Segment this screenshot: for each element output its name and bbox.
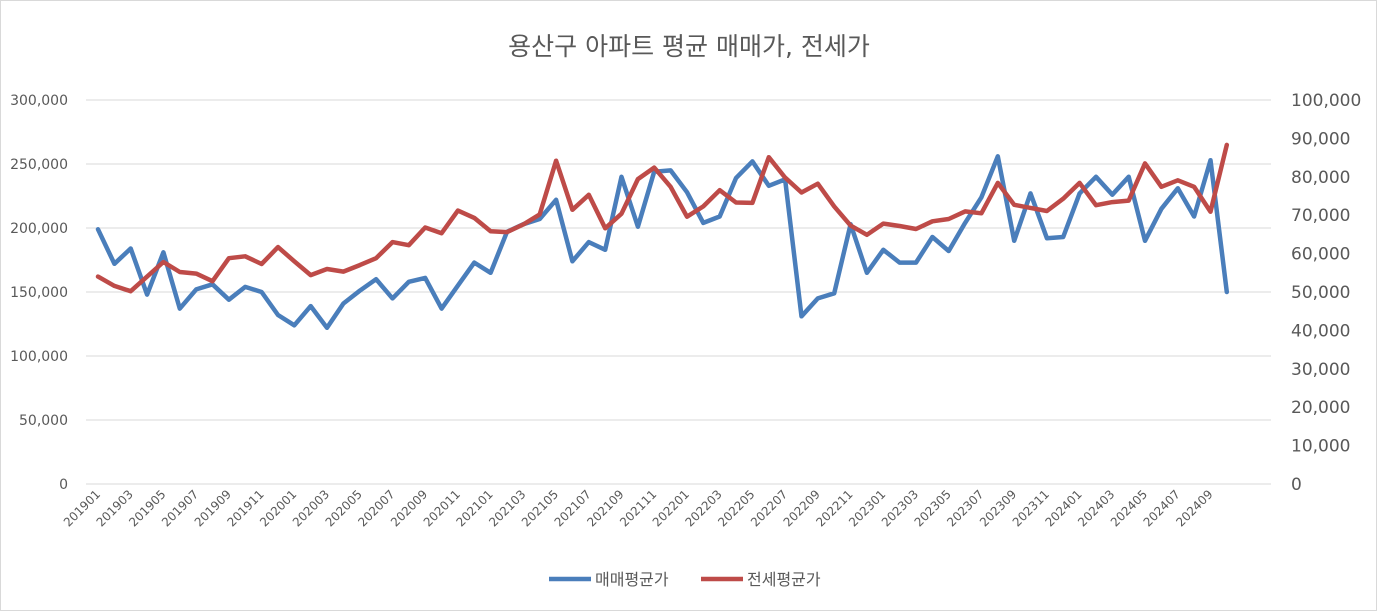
left-tick-label: 200,000 xyxy=(10,221,68,237)
x-axis-ticks: 2019012019032019052019072019092019112020… xyxy=(61,487,1216,529)
legend-label: 매매평균가 xyxy=(595,570,669,589)
left-axis-ticks: 0 50,000 100,000 150,000 200,000 250,000 300,0… xyxy=(10,93,68,493)
left-tick-label: 50,000 xyxy=(19,413,68,429)
right-tick-label: 20,000 xyxy=(1291,398,1350,418)
right-tick-label: 70,000 xyxy=(1291,206,1350,226)
gridlines xyxy=(86,99,1271,485)
chart-title: 용산구 아파트 평균 매매가, 전세가 xyxy=(508,32,870,61)
series-lines xyxy=(95,142,1230,331)
left-tick-label: 150,000 xyxy=(10,285,68,301)
left-tick-label: 250,000 xyxy=(10,157,68,173)
right-axis-ticks: 0 10,000 20,000 30,000 40,000 50,000 60,000 70,… xyxy=(1291,91,1361,495)
right-tick-label: 90,000 xyxy=(1291,129,1350,149)
right-tick-label: 60,000 xyxy=(1291,245,1350,265)
x-tick-label: 202409 xyxy=(1173,487,1215,529)
left-tick-label: 300,000 xyxy=(10,93,68,109)
legend: 매매평균가 전세평균가 xyxy=(549,570,821,589)
right-tick-label: 0 xyxy=(1291,475,1302,495)
right-tick-label: 80,000 xyxy=(1291,168,1350,188)
series-line-sale xyxy=(95,154,1230,331)
left-tick-label: 0 xyxy=(59,477,68,493)
right-tick-label: 50,000 xyxy=(1291,283,1350,303)
series-line-jeonse xyxy=(95,142,1230,294)
left-tick-label: 100,000 xyxy=(10,349,68,365)
right-tick-label: 100,000 xyxy=(1291,91,1361,111)
right-tick-label: 10,000 xyxy=(1291,437,1350,457)
legend-label: 전세평균가 xyxy=(747,570,821,589)
right-tick-label: 30,000 xyxy=(1291,360,1350,380)
right-tick-label: 40,000 xyxy=(1291,321,1350,341)
